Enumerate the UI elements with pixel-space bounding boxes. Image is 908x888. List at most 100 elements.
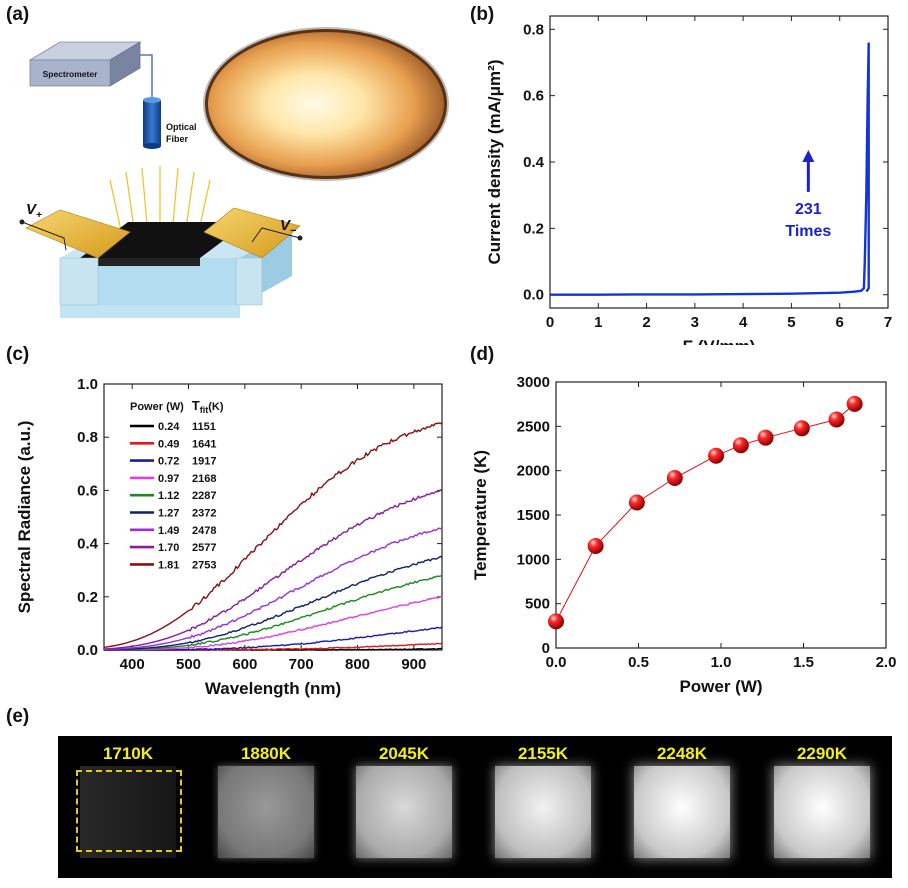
data-point (548, 613, 564, 630)
glowing-photo (203, 27, 449, 181)
x-tick-label: 1.5 (793, 654, 814, 671)
x-tick-label: 1.0 (711, 654, 732, 671)
legend-temp: 2168 (192, 473, 216, 485)
x-tick-label: 3 (691, 314, 699, 331)
y-tick-label: 0.2 (523, 220, 544, 237)
y-tick-label: 0.0 (523, 287, 544, 304)
y-tick-label: 3000 (517, 374, 550, 391)
legend-temp: 1641 (192, 438, 216, 450)
left-electrode (25, 209, 131, 306)
panel-label-b: (b) (470, 4, 495, 25)
y-tick-label: 1.0 (77, 376, 98, 393)
thermal-image: 2045K (334, 736, 474, 878)
panel-label-d: (d) (470, 344, 495, 365)
y-tick-label: 0.6 (523, 88, 544, 105)
x-tick-label: 5 (787, 314, 795, 331)
y-tick-label: 0.4 (523, 154, 545, 171)
annotation-times: Times (785, 223, 831, 240)
legend-temp: 2372 (192, 508, 216, 520)
optical-fiber (143, 97, 161, 149)
legend-power: 1.70 (158, 542, 179, 554)
optical-fiber-label-1: Optical (166, 122, 197, 132)
data-point (628, 494, 645, 511)
y-tick-label: 0.8 (77, 429, 98, 446)
glowing-film (218, 766, 314, 858)
y-axis-label: Spectral Radiance (a.u.) (15, 421, 34, 614)
x-tick-label: 1 (594, 314, 602, 331)
x-tick-label: 0.5 (628, 654, 649, 671)
legend-temp: 2753 (192, 559, 216, 571)
data-point (587, 537, 604, 554)
x-tick-label: 0.0 (546, 654, 567, 671)
right-wire (251, 227, 301, 243)
legend-header: Power (W) Tfit(K) (130, 398, 224, 415)
data-point (666, 470, 683, 487)
spectrometer-box (28, 41, 142, 87)
y-tick-label: 0.0 (77, 642, 98, 659)
thermal-image: 1880K (196, 736, 336, 878)
thermal-image: 2290K (752, 736, 892, 878)
temperature-label: 1880K (240, 744, 292, 763)
spectrum-line (103, 422, 443, 648)
legend-power: 0.49 (158, 438, 179, 450)
spectrum-line (103, 555, 443, 651)
spectrum-line (104, 575, 443, 651)
legend-power: 1.49 (158, 525, 179, 537)
x-tick-label: 700 (289, 656, 314, 673)
y-tick-label: 1500 (517, 507, 550, 524)
x-axis-label: Power (W) (679, 677, 762, 696)
legend-power: 1.27 (158, 508, 179, 520)
chart-c: 400 500 600 700 800 900 0.0 0.2 0.4 0.6 0.8 1.0 Wave… (15, 376, 443, 698)
y-tick-label: 1000 (517, 551, 550, 568)
plot-frame (549, 15, 889, 309)
glowing-film (495, 766, 591, 858)
data-point (846, 395, 863, 412)
x-axis-label: F (V/mm) (683, 337, 756, 345)
x-tick-label: 800 (345, 656, 370, 673)
glowing-film (356, 766, 452, 858)
setup-schematic: Spectrometer Optical Fiber (19, 27, 449, 318)
y-tick-label: 0.2 (77, 589, 98, 606)
spectrum-line (103, 595, 443, 651)
y-axis-label: Current density (mA/μm²) (485, 60, 504, 265)
v-minus-label: V− (280, 217, 297, 237)
temperature-line (555, 403, 856, 622)
region-outline (76, 770, 182, 852)
legend-power: 0.24 (158, 421, 180, 433)
legend-header-t: T (192, 398, 200, 413)
data-point (732, 437, 749, 454)
x-tick-label: 500 (176, 656, 201, 673)
x-tick-label: 2 (642, 314, 650, 331)
y-tick-label: 2000 (517, 463, 550, 480)
chart-d: 0.0 0.5 1.0 1.5 2.0 0 500 1000 1500 2000 2500 3000 P… (471, 374, 896, 696)
y-tick-label: 500 (525, 596, 550, 613)
y-tick-label: 0.6 (77, 482, 98, 499)
temperature-label: 1710K (102, 744, 154, 763)
glowing-film (634, 766, 730, 858)
y-tick-label: 0.4 (77, 536, 99, 553)
thermal-image: 1710K (58, 736, 198, 878)
annotation-count: 231 (795, 201, 822, 218)
temperature-label: 2248K (656, 744, 708, 763)
temperature-label: 2155K (517, 744, 569, 763)
legend-power: 1.12 (158, 490, 179, 502)
y-tick-label: 0 (542, 640, 550, 657)
legend-temp: 2577 (192, 542, 216, 554)
glowing-film (80, 766, 176, 858)
spectrum-line (103, 488, 443, 650)
data-point (708, 447, 725, 464)
legend-temp: 1151 (192, 421, 216, 433)
glowing-film (774, 766, 870, 858)
chart-b: 0 1 2 3 4 5 6 7 0.0 0.2 0.4 0.6 0.8 F (V/mm) Current d… (485, 15, 892, 345)
data-point (793, 420, 810, 437)
thermal-image: 2248K (612, 736, 752, 878)
spectrometer-label: Spectrometer (43, 69, 98, 79)
panel-label-c: (c) (6, 344, 30, 365)
optical-fiber-label-2: Fiber (166, 134, 189, 144)
x-tick-label: 4 (739, 314, 748, 331)
x-tick-label: 900 (401, 656, 426, 673)
fiber-cable (140, 54, 153, 100)
legend-temp: 2478 (192, 525, 216, 537)
thermal-image: 2155K (473, 736, 613, 878)
legend-header-power: Power (W) (130, 401, 184, 413)
